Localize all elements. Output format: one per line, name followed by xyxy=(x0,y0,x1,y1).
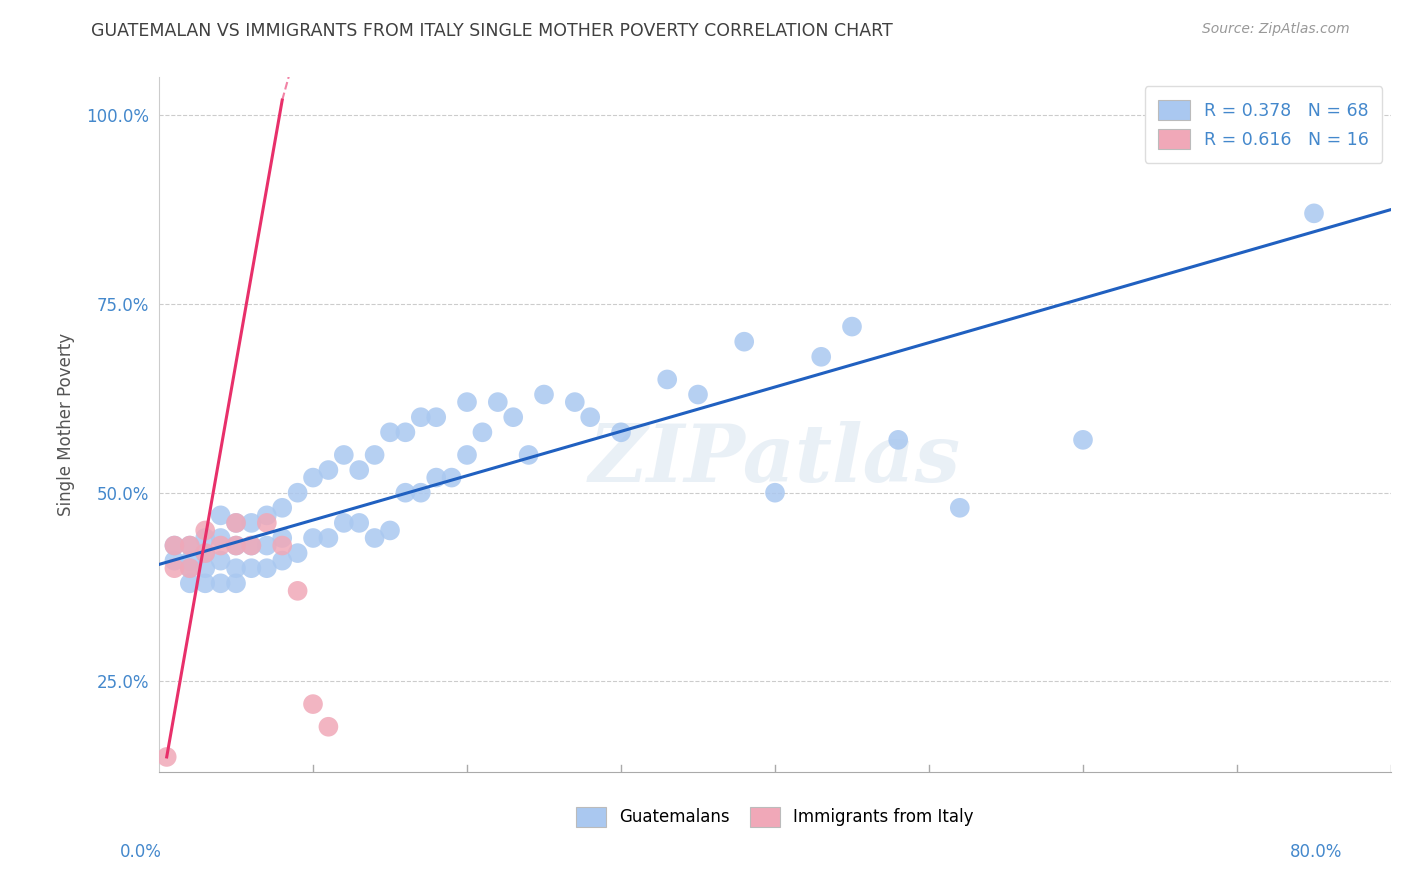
Point xyxy=(194,561,217,575)
Point xyxy=(225,516,247,530)
Point xyxy=(209,576,232,591)
Text: GUATEMALAN VS IMMIGRANTS FROM ITALY SINGLE MOTHER POVERTY CORRELATION CHART: GUATEMALAN VS IMMIGRANTS FROM ITALY SING… xyxy=(91,22,893,40)
Point xyxy=(271,554,294,568)
Point xyxy=(240,516,263,530)
Point xyxy=(225,539,247,553)
Point xyxy=(225,516,247,530)
Point xyxy=(763,485,786,500)
Point xyxy=(409,410,432,425)
Point xyxy=(302,697,325,711)
Point xyxy=(657,372,679,386)
Point xyxy=(347,516,370,530)
Point xyxy=(302,531,325,545)
Point xyxy=(347,463,370,477)
Point xyxy=(810,350,832,364)
Point xyxy=(440,470,463,484)
Point xyxy=(179,539,201,553)
Point xyxy=(179,561,201,575)
Point xyxy=(517,448,540,462)
Point xyxy=(378,524,401,538)
Point xyxy=(240,539,263,553)
Point xyxy=(256,516,278,530)
Point xyxy=(287,583,309,598)
Point xyxy=(502,410,524,425)
Point xyxy=(225,576,247,591)
Point xyxy=(256,561,278,575)
Point xyxy=(887,433,910,447)
Point xyxy=(194,531,217,545)
Point xyxy=(1071,433,1094,447)
Point xyxy=(156,750,179,764)
Point xyxy=(163,554,186,568)
Point xyxy=(209,539,232,553)
Point xyxy=(333,516,356,530)
Point xyxy=(686,387,709,401)
Point xyxy=(841,319,863,334)
Point xyxy=(179,576,201,591)
Point xyxy=(163,539,186,553)
Point xyxy=(209,508,232,523)
Point xyxy=(733,334,755,349)
Point xyxy=(610,425,633,440)
Point xyxy=(194,546,217,560)
Point xyxy=(163,539,186,553)
Text: 0.0%: 0.0% xyxy=(120,843,162,861)
Point xyxy=(256,539,278,553)
Point xyxy=(179,561,201,575)
Point xyxy=(378,425,401,440)
Point xyxy=(225,561,247,575)
Point xyxy=(194,524,217,538)
Point xyxy=(394,425,416,440)
Point xyxy=(363,448,385,462)
Point xyxy=(240,539,263,553)
Point xyxy=(271,531,294,545)
Point xyxy=(256,508,278,523)
Point xyxy=(302,470,325,484)
Point xyxy=(240,561,263,575)
Point xyxy=(318,531,340,545)
Point xyxy=(271,500,294,515)
Point xyxy=(425,410,447,425)
Point xyxy=(333,448,356,462)
Point xyxy=(287,485,309,500)
Point xyxy=(533,387,555,401)
Point xyxy=(486,395,509,409)
Point xyxy=(271,539,294,553)
Text: ZIPatlas: ZIPatlas xyxy=(589,421,962,499)
Point xyxy=(456,448,478,462)
Point xyxy=(209,531,232,545)
Point xyxy=(209,554,232,568)
Point xyxy=(425,470,447,484)
Y-axis label: Single Mother Poverty: Single Mother Poverty xyxy=(58,334,75,516)
Point xyxy=(163,561,186,575)
Point xyxy=(564,395,586,409)
Point xyxy=(318,720,340,734)
Point xyxy=(318,463,340,477)
Point xyxy=(179,539,201,553)
Point xyxy=(225,539,247,553)
Point xyxy=(194,546,217,560)
Point xyxy=(579,410,602,425)
Point xyxy=(179,554,201,568)
Point xyxy=(409,485,432,500)
Text: Source: ZipAtlas.com: Source: ZipAtlas.com xyxy=(1202,22,1350,37)
Point xyxy=(363,531,385,545)
Point xyxy=(471,425,494,440)
Point xyxy=(949,500,972,515)
Legend: Guatemalans, Immigrants from Italy: Guatemalans, Immigrants from Italy xyxy=(569,801,980,833)
Point xyxy=(287,546,309,560)
Text: 80.0%: 80.0% xyxy=(1291,843,1343,861)
Point xyxy=(1303,206,1326,220)
Point xyxy=(456,395,478,409)
Point xyxy=(194,576,217,591)
Point xyxy=(394,485,416,500)
